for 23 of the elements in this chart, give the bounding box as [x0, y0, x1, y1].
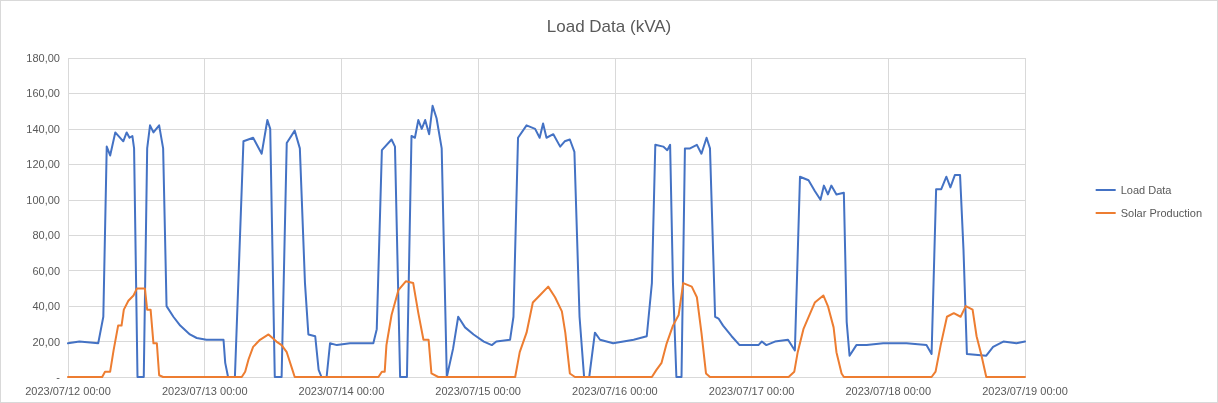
- chart-title: Load Data (kVA): [546, 17, 672, 36]
- x-tick-label: 2023/07/14 00:00: [298, 384, 385, 397]
- y-tick-label: 40,00: [32, 300, 60, 313]
- line-series: [67, 104, 1026, 378]
- x-tick-label: 2023/07/17 00:00: [708, 384, 795, 397]
- legend-label: Load Data: [1120, 184, 1173, 196]
- x-tick-label: 2023/07/18 00:00: [845, 384, 932, 397]
- y-tick-label: 20,00: [32, 335, 60, 348]
- y-tick-label: 80,00: [32, 229, 60, 242]
- x-tick-label: 2023/07/15 00:00: [435, 384, 521, 397]
- line-series: [67, 280, 1026, 378]
- y-tick-label: -: [56, 371, 61, 383]
- x-tick-label: 2023/07/16 00:00: [572, 384, 658, 397]
- x-tick-label: 2023/07/12 00:00: [25, 384, 111, 397]
- y-tick-label: 180,00: [26, 52, 60, 64]
- legend-label: Solar Production: [1120, 207, 1202, 219]
- x-tick-label: 2023/07/13 00:00: [161, 384, 248, 397]
- y-tick-label: 100,00: [26, 193, 60, 206]
- y-tick-label: 120,00: [26, 158, 60, 171]
- y-tick-label: 160,00: [26, 87, 60, 100]
- x-tick-label: 2023/07/19 00:00: [982, 384, 1068, 397]
- y-tick-label: 140,00: [26, 122, 60, 135]
- y-tick-label: 60,00: [32, 264, 60, 277]
